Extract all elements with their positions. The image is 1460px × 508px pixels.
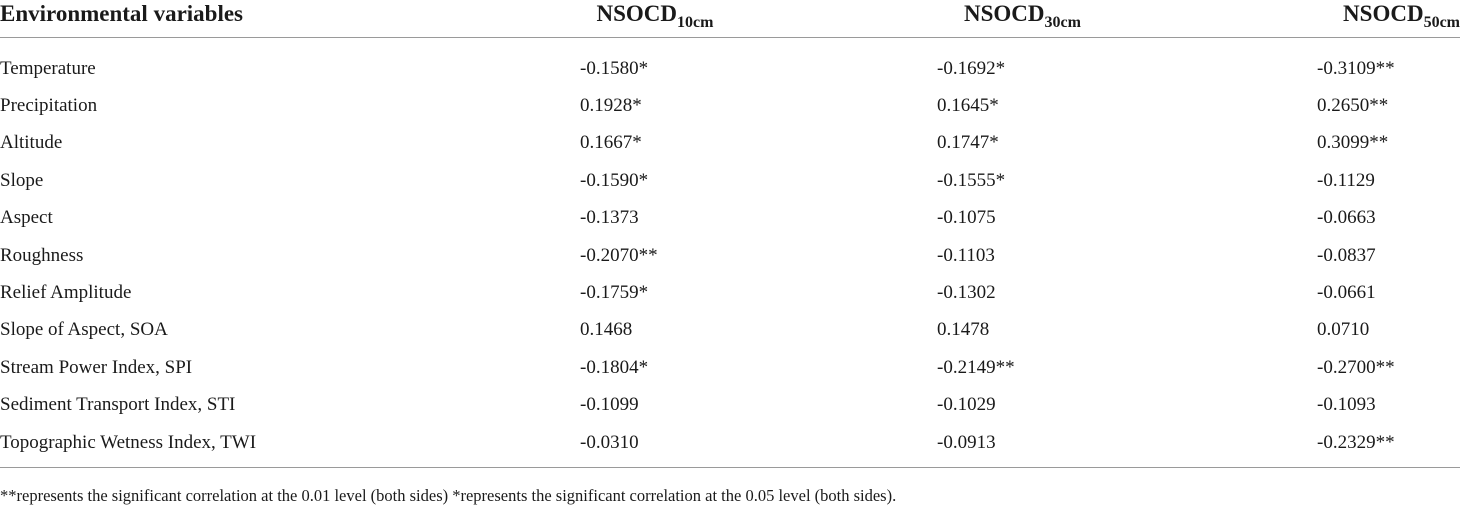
header-nsocd-30cm: NSOCD30cm <box>770 0 1170 38</box>
cell-value: -0.1103 <box>937 244 995 266</box>
row-label: Sediment Transport Index, STI <box>0 394 236 416</box>
cell-value: 0.3099** <box>1317 132 1389 154</box>
cell-value: -0.1129 <box>1317 169 1375 191</box>
cell-value: 0.2650** <box>1317 95 1389 117</box>
cell-value: 0.1645* <box>937 95 999 117</box>
table-row: Altitude 0.1667* 0.1747* 0.3099** <box>0 125 1460 162</box>
cell-value: -0.1373 <box>580 207 639 229</box>
cell-value: 0.1928* <box>580 95 642 117</box>
table-row: Temperature -0.1580* -0.1692* -0.3109** <box>0 38 1460 88</box>
row-label: Slope of Aspect, SOA <box>0 319 168 341</box>
cell-value: -0.1093 <box>1317 394 1376 416</box>
table-footnote: **represents the significant correlation… <box>0 486 897 505</box>
row-label: Topographic Wetness Index, TWI <box>0 423 430 469</box>
correlation-table: Environmental variables NSOCD10cm NSOCD3… <box>0 0 1460 469</box>
row-label: Slope <box>0 169 44 191</box>
cell-value: -0.1075 <box>937 207 996 229</box>
row-label: Temperature <box>0 57 96 79</box>
header-nsocd-50cm: NSOCD50cm <box>1170 0 1460 38</box>
cell-value: -0.1804* <box>580 356 649 378</box>
table-row: Slope -0.1590* -0.1555* -0.1129 <box>0 162 1460 199</box>
cell-value: -0.2149** <box>937 356 1015 378</box>
cell-value: 0.1468 <box>580 319 633 341</box>
table-row: Slope of Aspect, SOA 0.1468 0.1478 0.071… <box>0 312 1460 349</box>
header-environmental-variables: Environmental variables <box>0 0 430 38</box>
cell-value: -0.0837 <box>1317 244 1376 266</box>
table-row: Aspect -0.1373 -0.1075 -0.0663 <box>0 200 1460 237</box>
row-label: Stream Power Index, SPI <box>0 356 193 378</box>
header-nsocd-10cm: NSOCD10cm <box>430 0 770 38</box>
table-row: Relief Amplitude -0.1759* -0.1302 -0.066… <box>0 274 1460 311</box>
cell-value: -0.1029 <box>937 394 996 416</box>
row-label: Altitude <box>0 132 63 154</box>
cell-value: -0.1580* <box>580 57 649 79</box>
cell-value: -0.2329** <box>1170 423 1460 469</box>
table-row: Roughness -0.2070** -0.1103 -0.0837 <box>0 237 1460 274</box>
cell-value: -0.1759* <box>580 282 649 304</box>
table-row: Stream Power Index, SPI -0.1804* -0.2149… <box>0 349 1460 386</box>
cell-value: -0.1590* <box>580 169 649 191</box>
row-label: Precipitation <box>0 95 98 117</box>
cell-value: -0.3109** <box>1317 57 1395 79</box>
row-label: Aspect <box>0 207 53 229</box>
table-row: Topographic Wetness Index, TWI -0.0310 -… <box>0 423 1460 469</box>
cell-value: -0.1692* <box>937 57 1006 79</box>
cell-value: 0.1478 <box>937 319 990 341</box>
cell-value: -0.2700** <box>1317 356 1395 378</box>
cell-value: 0.0710 <box>1317 319 1370 341</box>
row-label: Relief Amplitude <box>0 282 132 304</box>
cell-value: 0.1747* <box>937 132 999 154</box>
cell-value: -0.2070** <box>580 244 658 266</box>
cell-value: -0.1302 <box>937 282 996 304</box>
cell-value: -0.1099 <box>580 394 639 416</box>
cell-value: -0.0663 <box>1317 207 1376 229</box>
cell-value: 0.1667* <box>580 132 642 154</box>
cell-value: -0.1555* <box>937 169 1006 191</box>
table-row: Precipitation 0.1928* 0.1645* 0.2650** <box>0 87 1460 124</box>
header-row: Environmental variables NSOCD10cm NSOCD3… <box>0 0 1460 38</box>
cell-value: -0.0913 <box>770 423 1170 469</box>
table-row: Sediment Transport Index, STI -0.1099 -0… <box>0 387 1460 424</box>
cell-value: -0.0310 <box>430 423 770 469</box>
row-label: Roughness <box>0 244 84 266</box>
cell-value: -0.0661 <box>1317 282 1376 304</box>
